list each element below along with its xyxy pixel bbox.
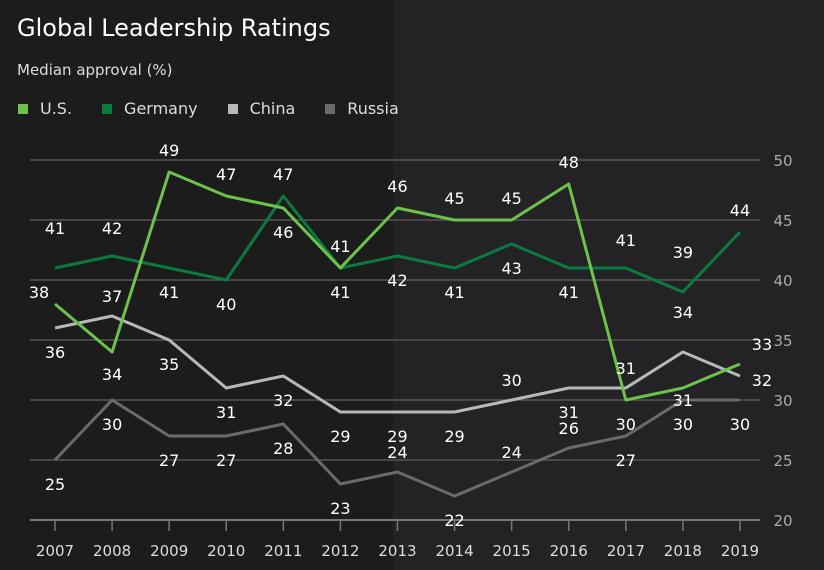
data-label: 41 [330, 237, 350, 256]
data-label: 32 [752, 371, 772, 390]
legend-swatch [18, 103, 28, 114]
legend-label: Germany [124, 99, 198, 118]
data-label: 46 [273, 223, 293, 242]
data-label: 30 [616, 415, 636, 434]
y-tick-label: 40 [773, 272, 792, 290]
data-label: 29 [444, 427, 464, 446]
y-tick-label: 20 [773, 512, 792, 530]
legend-swatch [325, 103, 336, 114]
data-label: 28 [273, 439, 293, 458]
data-label: 37 [102, 287, 122, 306]
data-label: 38 [29, 283, 49, 302]
data-label: 36 [45, 343, 65, 362]
data-label: 33 [752, 335, 772, 354]
data-label: 42 [102, 219, 122, 238]
y-tick-label: 30 [773, 392, 792, 410]
data-label: 47 [273, 165, 293, 184]
x-tick-label: 2007 [36, 542, 74, 560]
legend-item-us: U.S. [18, 99, 72, 118]
data-label: 27 [616, 451, 636, 470]
x-tick-label: 2017 [607, 542, 645, 560]
data-label: 32 [273, 391, 293, 410]
x-tick-label: 2011 [264, 542, 302, 560]
x-tick-label: 2012 [321, 542, 359, 560]
data-label: 41 [559, 283, 579, 302]
data-label: 23 [330, 499, 350, 518]
data-label: 27 [216, 451, 236, 470]
chart-title: Global Leadership Ratings [17, 14, 331, 42]
data-label: 31 [216, 403, 236, 422]
series-line-china [54, 314, 741, 414]
x-tick-label: 2015 [493, 542, 531, 560]
data-label: 41 [159, 283, 179, 302]
x-tick-label: 2019 [721, 542, 759, 560]
data-label: 34 [102, 365, 122, 384]
data-label: 49 [159, 141, 179, 160]
x-tick-label: 2008 [93, 542, 131, 560]
data-label: 41 [444, 283, 464, 302]
x-tick-label: 2018 [664, 542, 702, 560]
data-label: 48 [559, 153, 579, 172]
series-line-germany [54, 194, 742, 294]
legend-item-china: China [227, 99, 296, 118]
data-label: 35 [159, 355, 179, 374]
x-tick-label: 2013 [378, 542, 416, 560]
data-label: 24 [501, 443, 521, 462]
y-tick-label: 25 [773, 452, 792, 470]
y-tick-label: 35 [773, 332, 792, 350]
x-tick-label: 2009 [150, 542, 188, 560]
data-label: 44 [730, 201, 750, 220]
series-line-russia [53, 398, 740, 498]
data-label: 31 [559, 403, 579, 422]
data-label: 22 [444, 511, 464, 530]
data-label: 30 [501, 371, 521, 390]
data-label: 30 [730, 415, 750, 434]
data-label: 30 [102, 415, 122, 434]
data-label: 29 [387, 427, 407, 446]
y-tick-label: 45 [773, 212, 792, 230]
data-label: 39 [673, 243, 693, 262]
data-label: 40 [216, 295, 236, 314]
x-tick-label: 2010 [207, 542, 245, 560]
legend-label: U.S. [40, 99, 73, 118]
data-label: 31 [673, 391, 693, 410]
legend-swatch [102, 103, 113, 114]
data-label: 34 [673, 303, 693, 322]
data-label: 46 [387, 177, 407, 196]
legend-label: Russia [347, 99, 399, 118]
data-label: 27 [159, 451, 179, 470]
series-line-us [54, 170, 741, 402]
data-label: 26 [559, 419, 579, 438]
x-tick-label: 2016 [550, 542, 588, 560]
legend-label: China [249, 99, 296, 118]
legend-item-germany: Germany [102, 99, 198, 118]
data-label: 25 [45, 475, 65, 494]
chart-subtitle: Median approval (%) [17, 61, 173, 79]
data-label: 29 [330, 427, 350, 446]
data-label: 30 [673, 415, 693, 434]
legend: U.S. Germany China Russia [18, 99, 429, 118]
data-label: 43 [501, 259, 521, 278]
data-label: 41 [330, 283, 350, 302]
legend-swatch [227, 103, 238, 114]
data-label: 45 [501, 189, 521, 208]
legend-item-russia: Russia [325, 99, 399, 118]
y-tick-label: 50 [773, 152, 792, 170]
data-label: 31 [616, 359, 636, 378]
background-shade [393, 0, 824, 570]
data-label: 41 [45, 219, 65, 238]
data-label: 41 [616, 231, 636, 250]
data-label: 24 [387, 443, 407, 462]
data-label: 47 [216, 165, 236, 184]
data-label: 42 [387, 271, 407, 290]
x-tick-label: 2014 [435, 542, 473, 560]
data-label: 45 [444, 189, 464, 208]
